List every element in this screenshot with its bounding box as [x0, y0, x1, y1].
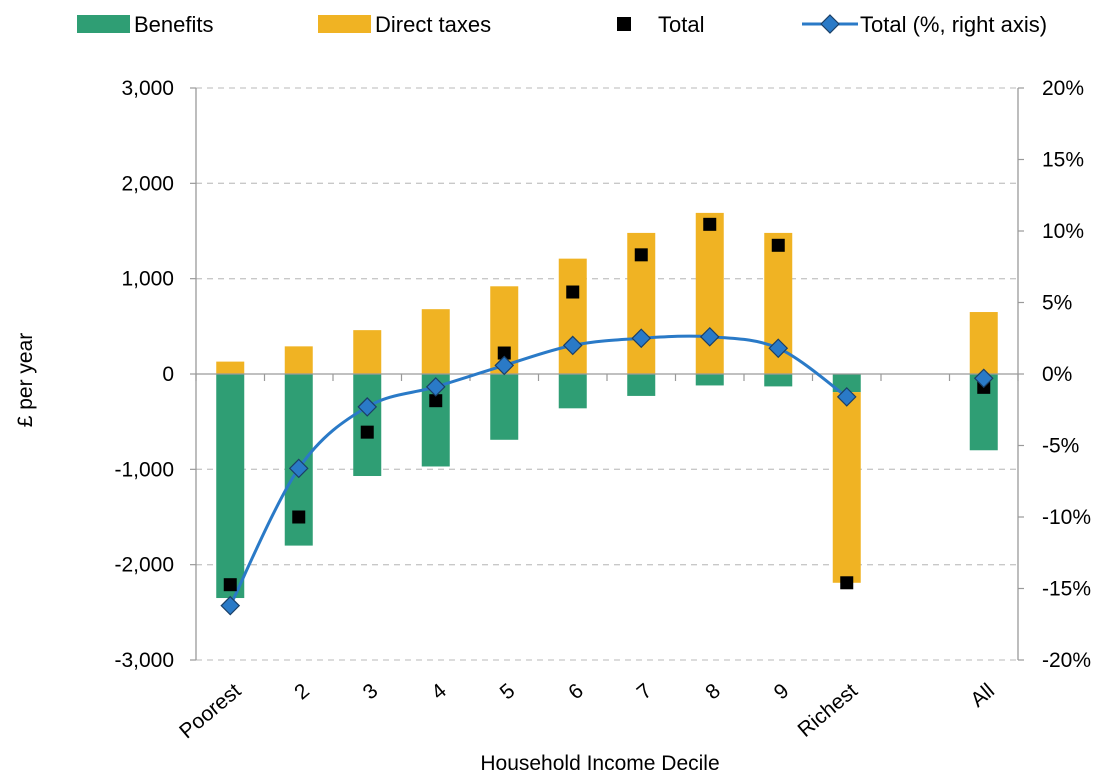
y2-tick-label: 20%: [1042, 77, 1084, 100]
total-percent-marker-7: [631, 328, 652, 349]
total-percent-marker-poorest: [220, 595, 241, 616]
legend-label-direct-taxes: Direct taxes: [375, 12, 491, 37]
y-tick-label: 2,000: [121, 172, 174, 195]
total-marker-7: [634, 248, 648, 262]
y2-tick-label: 15%: [1042, 149, 1084, 172]
legend-swatch-direct-taxes: [318, 15, 371, 33]
markers: [220, 217, 994, 616]
total-marker-2: [292, 510, 306, 524]
bar-benefits-6: [558, 374, 587, 409]
tick-labels: -3,000 -2,000 -1,000 0 1,000 2,000 3,000 -20% -1…: [114, 77, 1091, 743]
bar-direct-taxes-2: [284, 346, 313, 374]
x-tick-label: 6: [564, 679, 588, 704]
x-tick-label: 9: [770, 679, 794, 704]
x-axis-title: Household Income Decile: [480, 752, 719, 775]
legend-label-benefits: Benefits: [134, 12, 214, 37]
gridlines: [196, 87, 1018, 661]
total-percent-marker-richest: [836, 387, 857, 407]
total-percent-marker-2: [288, 458, 309, 479]
y-tick-label: 0: [162, 363, 174, 386]
y-axis-title: £ per year: [14, 333, 37, 428]
x-tick-label: 3: [359, 679, 383, 704]
bar-direct-taxes-all: [969, 312, 998, 374]
x-tick-label: 4: [427, 679, 451, 704]
total-percent-marker-all: [973, 368, 994, 389]
total-marker-5: [497, 346, 511, 360]
bar-benefits-9: [764, 374, 793, 387]
bar-benefits-5: [490, 374, 519, 440]
y2-tick-label: 0%: [1042, 363, 1072, 386]
legend-swatch-benefits: [77, 15, 130, 33]
bar-benefits-richest: [832, 374, 861, 393]
x-tick-label: 8: [701, 679, 725, 704]
x-tick-label: 7: [633, 679, 657, 704]
bar-direct-taxes-4: [421, 309, 450, 374]
legend-marker-total-percent: [820, 14, 840, 34]
bar-benefits-7: [627, 374, 656, 396]
x-tick-label: 2: [290, 679, 314, 704]
x-tick-label: 5: [496, 679, 520, 704]
total-marker-8: [703, 217, 717, 231]
x-tick-label: All: [966, 679, 999, 712]
bar-direct-taxes-richest: [832, 392, 861, 583]
bar-benefits-8: [695, 374, 724, 386]
y2-tick-label: -15%: [1042, 578, 1091, 601]
total-percent-marker-9: [768, 338, 789, 359]
legend-label-total-percent: Total (%, right axis): [860, 12, 1047, 37]
bar-benefits-3: [353, 374, 382, 477]
x-tick-label: Richest: [794, 679, 863, 742]
y2-tick-label: -5%: [1042, 435, 1079, 458]
axes: [190, 87, 1024, 661]
y-tick-label: -2,000: [114, 554, 174, 577]
total-percent-line: [228, 334, 848, 607]
x-tick-label: Poorest: [175, 679, 245, 743]
legend: Benefits Direct taxes Total Total (%, right…: [77, 12, 1047, 37]
bar-direct-taxes-3: [353, 330, 382, 374]
bar-direct-taxes-poorest: [216, 361, 245, 374]
total-marker-3: [360, 425, 374, 439]
total-marker-richest: [840, 576, 854, 590]
total-percent-marker-6: [562, 335, 583, 356]
bar-benefits-poorest: [216, 374, 245, 599]
y2-tick-label: -20%: [1042, 649, 1091, 672]
total-percent-marker-8: [699, 326, 720, 347]
legend-swatch-total: [617, 17, 631, 31]
y-tick-label: 1,000: [121, 268, 174, 291]
total-percent-line-path: [228, 334, 848, 607]
total-percent-marker-4: [425, 377, 446, 397]
total-marker-6: [566, 285, 580, 299]
total-percent-marker-3: [357, 397, 378, 417]
y-tick-label: 3,000: [121, 77, 174, 100]
total-marker-4: [429, 394, 443, 408]
y2-tick-label: -10%: [1042, 506, 1091, 529]
legend-label-total: Total: [658, 12, 704, 37]
y-tick-label: -3,000: [114, 649, 174, 672]
bar-direct-taxes-8: [695, 212, 724, 374]
total-marker-poorest: [223, 578, 237, 592]
total-percent-marker-5: [494, 355, 515, 376]
y-tick-label: -1,000: [114, 458, 174, 481]
y2-tick-label: 10%: [1042, 220, 1084, 243]
y2-tick-label: 5%: [1042, 292, 1072, 315]
bar-direct-taxes-6: [558, 258, 587, 374]
total-marker-9: [771, 238, 785, 252]
bars: [216, 212, 998, 599]
